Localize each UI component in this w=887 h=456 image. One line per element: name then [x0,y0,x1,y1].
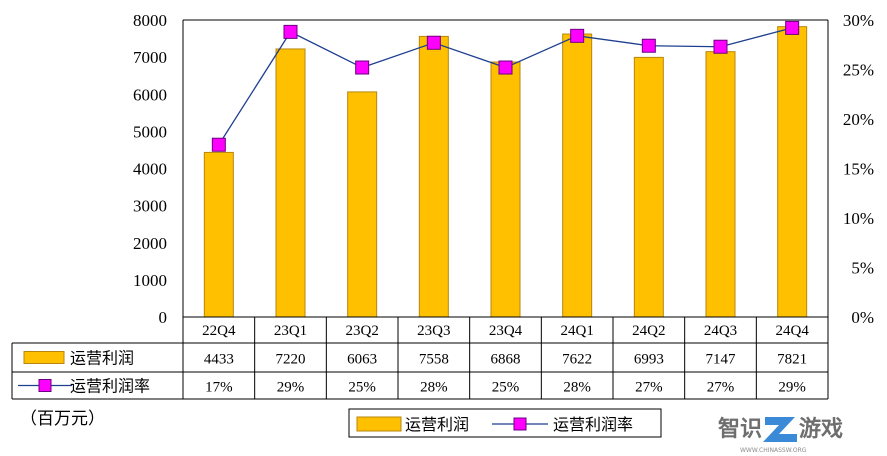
line-point [785,20,800,35]
watermark-text-1: 智识 [718,416,762,442]
right-tick-label: 10% [843,209,874,228]
category-label: 22Q4 [202,323,236,339]
data-label: 7147 [706,352,737,368]
right-tick-label: 5% [851,259,874,278]
data-label: 4433 [204,352,234,368]
left-tick-label: 0 [159,308,168,327]
data-label: 29% [778,380,806,396]
data-label: 6993 [634,352,664,368]
bar [275,48,306,318]
category-label: 24Q2 [632,323,665,339]
line-point [498,60,513,75]
line-point [283,24,298,39]
table-marker-swatch [38,379,52,392]
data-label: 17% [205,380,233,396]
bar [777,26,808,318]
right-axis-tick-labels: 0% 5% 10% 15% 20% 25% 30% [843,11,874,327]
right-tick-label: 30% [843,11,874,30]
bar [203,151,234,318]
line-point [641,38,656,53]
watermark-subtext: WWW.CHINASSW.ORG [740,447,807,454]
legend-marker-swatch [513,417,527,431]
left-axis-tick-labels: 0 1000 2000 3000 4000 5000 6000 7000 8000 [133,11,167,327]
bar [633,56,664,318]
category-label: 23Q3 [417,323,450,339]
right-tick-label: 0% [851,308,874,327]
legend-label-bar: 运营利润 [405,415,469,434]
watermark-logo: 智识 游戏 WWW.CHINASSW.ORG [718,416,843,454]
left-tick-label: 6000 [133,85,167,104]
line-point [426,35,441,50]
line-point [713,39,728,54]
bar-series [203,26,808,318]
watermark-text-2: 游戏 [799,416,843,442]
line-point [211,137,226,152]
table-row-label: 运营利润 [70,349,134,368]
data-label: 7220 [276,352,306,368]
left-tick-label: 7000 [133,48,167,67]
right-tick-label: 25% [843,61,874,80]
data-label: 28% [563,380,591,396]
bar [347,91,378,318]
legend-bar-swatch [356,416,402,432]
bar [418,35,449,318]
line-point [570,28,585,43]
left-tick-label: 5000 [133,122,167,141]
left-tick-label: 1000 [133,271,167,290]
bar [705,51,736,318]
left-tick-label: 8000 [133,11,167,30]
data-label: 27% [707,380,735,396]
data-label: 28% [420,380,448,396]
data-label: 7821 [777,352,807,368]
category-label: 23Q4 [489,323,523,339]
watermark-z-icon [763,417,797,442]
data-label: 29% [277,380,305,396]
bar [562,33,593,318]
left-tick-label: 2000 [133,234,167,253]
chart-legend: 运营利润 运营利润率 [348,408,662,438]
table-bar-swatch [23,351,65,364]
unit-label: （百万元） [20,409,105,429]
data-table: 22Q4 23Q1 23Q2 23Q3 23Q4 24Q1 24Q2 24Q3 24Q4 运营利润… [11,316,829,400]
plot-frame [182,19,829,317]
data-label: 25% [492,380,520,396]
right-tick-label: 15% [843,160,874,179]
data-label: 27% [635,380,663,396]
data-label: 7558 [419,352,449,368]
data-label: 6868 [491,352,521,368]
data-label: 7622 [562,352,592,368]
category-label: 23Q1 [274,323,307,339]
left-tick-label: 3000 [133,197,167,216]
table-row-label: 运营利润率 [70,377,150,396]
line-point [355,60,370,75]
category-label: 24Q4 [775,323,809,339]
data-label: 6063 [347,352,377,368]
category-label: 23Q2 [345,323,378,339]
line-series [211,20,800,152]
category-label: 24Q1 [560,323,593,339]
data-label: 25% [348,380,376,396]
bar [490,61,521,318]
left-tick-label: 4000 [133,160,167,179]
legend-label-line: 运营利润率 [553,415,633,434]
category-label: 24Q3 [704,323,737,339]
right-tick-label: 20% [843,110,874,129]
